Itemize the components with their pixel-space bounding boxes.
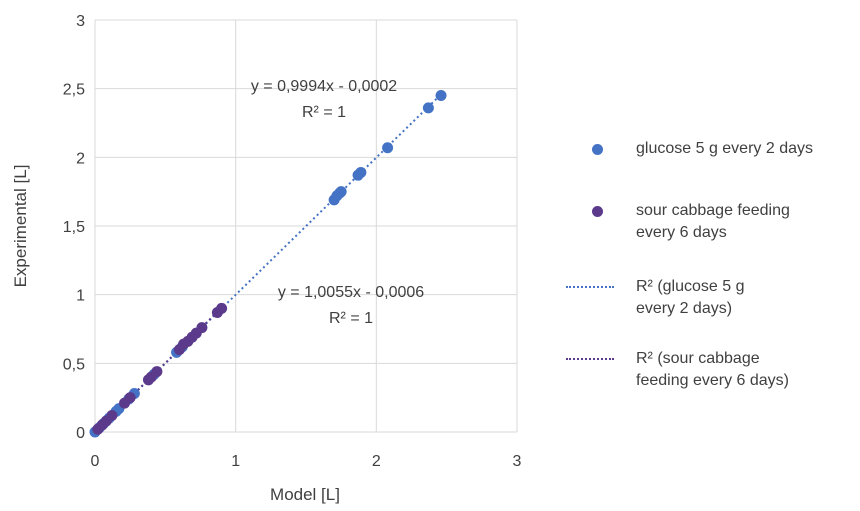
data-point [124,392,136,404]
data-point [335,186,347,198]
y-tick-label: 3 [76,13,85,30]
data-points [89,90,447,438]
y-tick-label: 0 [76,425,85,442]
legend-dotted-line [566,286,614,288]
data-point [422,102,434,114]
data-point [196,322,208,334]
y-tick-label: 1,5 [63,219,85,236]
trendline-r2-glucose: R² = 1 [302,104,346,121]
y-tick-label: 0,5 [63,356,85,373]
legend-marker [588,204,634,218]
data-point [435,90,447,102]
legend-item: R² (glucose 5 g every 2 days) [566,276,745,320]
data-point [355,166,367,178]
y-tick-label: 2 [76,150,85,167]
legend-label: glucose 5 g every 2 days [636,140,813,157]
trendline-annotations: y = 0,9994x - 0,0002 R² = 1 y = 1,0055x … [251,78,424,327]
legend-marker [588,142,634,156]
y-axis-label: Experimental [L] [11,165,30,288]
trendline-equation-cabbage: y = 1,0055x - 0,0006 [278,284,424,301]
x-tick-label: 1 [231,453,240,470]
legend-line-sample [566,280,634,294]
data-point [216,302,228,314]
legend-label: sour cabbage feeding [636,202,790,219]
legend-dot [592,206,603,217]
trendline-equation-glucose: y = 0,9994x - 0,0002 [251,78,397,95]
legend-item: glucose 5 g every 2 days [588,138,813,160]
data-point [382,142,394,154]
legend-label: every 6 days [636,224,727,241]
legend-dot [592,144,603,155]
legend-label: feeding every 6 days) [636,372,789,389]
data-point [151,366,163,378]
legend-dotted-line [566,358,614,360]
data-point [106,410,118,422]
x-tick-label: 2 [372,453,381,470]
grid-lines [94,19,518,433]
legend-label: every 2 days) [636,300,733,317]
axes: 0 0,5 1 1,5 2 2,5 3 0 1 2 3 [63,13,522,470]
legend-item: sour cabbage feeding every 6 days [588,200,790,244]
trendline-r2-cabbage: R² = 1 [329,310,373,327]
y-tick-label: 2,5 [63,82,85,99]
legend-label: R² (glucose 5 g [636,278,745,295]
x-tick-label: 3 [513,453,522,470]
y-tick-label: 1 [76,288,85,305]
axis-labels: Model [L] Experimental [L] [11,165,340,504]
x-axis-label: Model [L] [270,485,340,504]
legend-item: R² (sour cabbage feeding every 6 days) [566,348,789,392]
legend-line-sample [566,352,634,366]
x-tick-label: 0 [91,453,100,470]
legend-label: R² (sour cabbage [636,350,760,367]
